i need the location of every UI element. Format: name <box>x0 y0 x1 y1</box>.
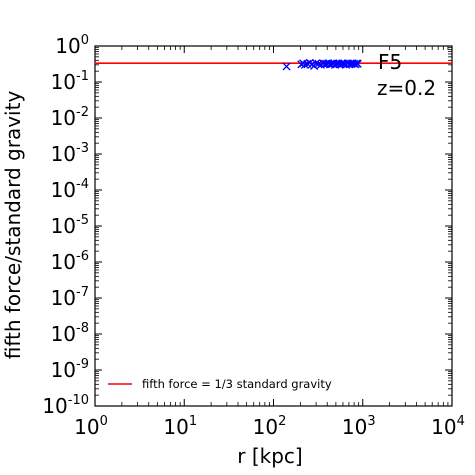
x-tick-label: 102 <box>253 414 287 439</box>
tick-labels: 100 101 102 103 104 100 10-1 10-2 10-3 10-4 10-5 10… <box>42 33 465 439</box>
y-tick-label: 10-1 <box>51 69 89 94</box>
data-point <box>300 60 309 69</box>
axes-border <box>94 45 453 407</box>
y-tick-label: 10-3 <box>51 141 89 166</box>
annotation-redshift: z=0.2 <box>377 76 436 100</box>
data-point <box>353 59 362 68</box>
axis-ticks <box>94 45 453 407</box>
y-tick-label: 10-6 <box>51 249 89 274</box>
data-point <box>282 62 291 71</box>
x-tick-label: 103 <box>342 414 376 439</box>
y-tick-label: 10-4 <box>51 177 89 202</box>
legend: fifth force = 1/3 standard gravity <box>108 377 332 391</box>
y-tick-label: 10-10 <box>42 393 89 418</box>
y-tick-label: 10-7 <box>51 285 89 310</box>
y-axis-label: fifth force/standard gravity <box>1 91 25 360</box>
y-tick-label: 10-2 <box>51 105 89 130</box>
annotation-model: F5 <box>378 50 402 74</box>
data-point <box>312 59 321 68</box>
x-tick-label: 101 <box>163 414 197 439</box>
x-axis-label: r [kpc] <box>237 444 302 468</box>
y-tick-label: 100 <box>55 33 89 58</box>
y-tick-label: 10-8 <box>51 321 89 346</box>
x-tick-label: 104 <box>431 414 465 439</box>
y-tick-label: 10-9 <box>51 357 89 382</box>
x-tick-label: 100 <box>74 414 108 439</box>
scatter-points <box>282 58 362 71</box>
y-tick-label: 10-5 <box>51 213 89 238</box>
data-point <box>350 59 359 68</box>
legend-label: fifth force = 1/3 standard gravity <box>142 377 332 391</box>
data-point <box>337 59 346 68</box>
plot-frame <box>94 45 453 407</box>
